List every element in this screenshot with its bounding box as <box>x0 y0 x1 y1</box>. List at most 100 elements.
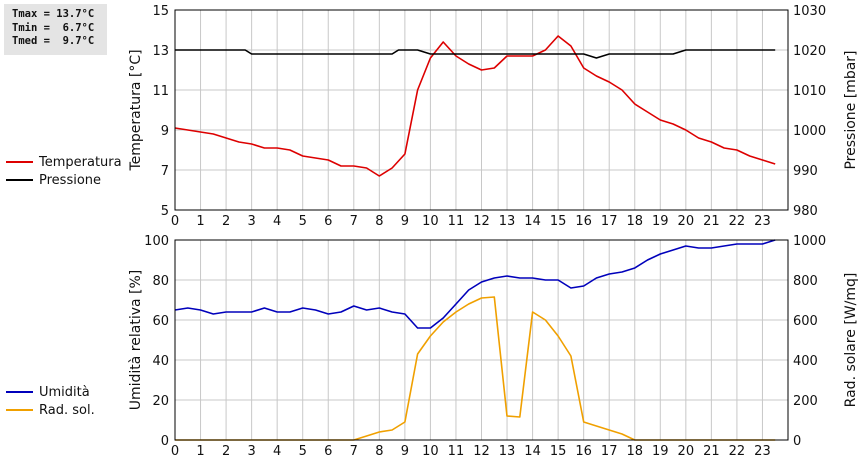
x-tick-label: 17 <box>601 214 618 229</box>
x-tick-label: 2 <box>222 444 230 459</box>
y-tick-label-right: 800 <box>793 274 818 289</box>
x-tick-label: 19 <box>652 444 669 459</box>
y-tick-label-left: 80 <box>152 274 169 289</box>
plot-frame <box>174 239 789 441</box>
x-tick-label: 2 <box>222 214 230 229</box>
x-tick-label: 1 <box>196 214 204 229</box>
x-tick-label: 22 <box>729 444 746 459</box>
x-tick-label: 12 <box>473 214 490 229</box>
legend-label-umidita: Umidità <box>39 385 90 400</box>
grid <box>175 240 788 440</box>
x-tick-label: 8 <box>375 214 383 229</box>
x-tick-label: 10 <box>422 214 439 229</box>
y-tick-label-right: 400 <box>793 354 818 369</box>
series-line-temperatura <box>174 35 776 177</box>
tick-labels: 0 1 2 3 4 5 6 7 8 9 10 11 12 13 14 15 16 17 18 19 20 21 22 2357… <box>152 4 826 229</box>
y-tick-label-right: 1000 <box>793 234 826 249</box>
x-tick-label: 1 <box>196 444 204 459</box>
y-tick-label-right: 600 <box>793 314 818 329</box>
y-tick-label-left: 15 <box>152 4 169 19</box>
y-tick-label-right: 1020 <box>793 44 826 59</box>
y-axis-label-right: Rad. solare [W/mq] <box>843 273 859 408</box>
y-tick-label-left: 13 <box>152 44 169 59</box>
x-tick-label: 14 <box>524 214 541 229</box>
y-tick-label-left: 60 <box>152 314 169 329</box>
y-tick-label-right: 980 <box>793 204 818 219</box>
x-tick-label: 15 <box>550 214 567 229</box>
x-tick-label: 16 <box>575 444 592 459</box>
y-tick-label-right: 1030 <box>793 4 826 19</box>
legend-label-temperatura: Temperatura <box>38 155 122 170</box>
x-tick-label: 6 <box>324 444 332 459</box>
x-tick-label: 5 <box>299 444 307 459</box>
y-tick-label-left: 5 <box>161 204 169 219</box>
x-tick-label: 18 <box>626 444 643 459</box>
x-tick-label: 23 <box>754 214 771 229</box>
humidity-radiation-panel: 0 1 2 3 4 5 6 7 8 9 10 11 12 13 14 15 16 17 18 19 20 21 22 2302… <box>128 234 859 459</box>
x-tick-label: 0 <box>171 214 179 229</box>
x-tick-label: 13 <box>499 214 516 229</box>
y-tick-label-left: 7 <box>161 164 169 179</box>
series-line-umidit <box>174 239 776 329</box>
y-tick-label-left: 9 <box>161 124 169 139</box>
x-tick-label: 17 <box>601 444 618 459</box>
x-tick-label: 16 <box>575 214 592 229</box>
x-tick-label: 23 <box>754 444 771 459</box>
x-tick-label: 3 <box>247 214 255 229</box>
y-tick-label-right: 200 <box>793 394 818 409</box>
x-tick-label: 20 <box>678 214 695 229</box>
y-tick-label-left: 20 <box>152 394 169 409</box>
x-tick-label: 7 <box>350 214 358 229</box>
x-tick-label: 13 <box>499 444 516 459</box>
x-tick-label: 4 <box>273 214 281 229</box>
x-tick-label: 22 <box>729 214 746 229</box>
tmax-text: Tmax = 13.7°C <box>12 8 95 20</box>
x-tick-label: 6 <box>324 214 332 229</box>
x-tick-label: 11 <box>448 444 465 459</box>
x-tick-label: 11 <box>448 214 465 229</box>
x-tick-label: 4 <box>273 444 281 459</box>
temperature-pressure-panel: 0 1 2 3 4 5 6 7 8 9 10 11 12 13 14 15 16 17 18 19 20 21 22 2357… <box>128 4 859 229</box>
x-tick-label: 14 <box>524 444 541 459</box>
legend-bottom: Umidità Rad. sol. <box>6 385 95 418</box>
x-tick-label: 9 <box>401 444 409 459</box>
y-axis-label-right: Pressione [mbar] <box>843 50 859 169</box>
series-lines <box>174 239 776 441</box>
y-axis-label-left: Umidità relativa [%] <box>128 270 144 411</box>
x-tick-label: 19 <box>652 214 669 229</box>
tmed-text: Tmed = 9.7°C <box>12 35 95 47</box>
x-tick-label: 21 <box>703 214 720 229</box>
x-tick-label: 9 <box>401 214 409 229</box>
stats-box: Tmax = 13.7°C Tmin = 6.7°C Tmed = 9.7°C <box>4 4 107 55</box>
plot-frame <box>174 9 789 211</box>
x-tick-label: 18 <box>626 214 643 229</box>
y-tick-label-right: 1000 <box>793 124 826 139</box>
y-axis-label-left: Temperatura [°C] <box>128 49 144 171</box>
series-lines <box>174 35 776 177</box>
tmin-text: Tmin = 6.7°C <box>12 21 95 34</box>
y-tick-label-right: 1010 <box>793 84 826 99</box>
tick-labels: 0 1 2 3 4 5 6 7 8 9 10 11 12 13 14 15 16 17 18 19 20 21 22 2302… <box>144 234 826 459</box>
legend-label-pressione: Pressione <box>39 173 101 188</box>
legend-label-rad-sol: Rad. sol. <box>39 403 95 418</box>
x-tick-label: 7 <box>350 444 358 459</box>
x-tick-label: 10 <box>422 444 439 459</box>
grid <box>175 10 788 210</box>
y-tick-label-right: 0 <box>793 434 801 449</box>
y-tick-label-left: 100 <box>144 234 169 249</box>
x-tick-label: 8 <box>375 444 383 459</box>
x-tick-label: 0 <box>171 444 179 459</box>
legend-top: Temperatura Pressione <box>6 155 122 188</box>
x-tick-label: 15 <box>550 444 567 459</box>
series-line-pressione <box>175 49 776 59</box>
x-tick-label: 3 <box>247 444 255 459</box>
x-tick-label: 5 <box>299 214 307 229</box>
x-tick-label: 21 <box>703 444 720 459</box>
series-line-rad-sol <box>175 296 776 441</box>
y-tick-label-right: 990 <box>793 164 818 179</box>
y-tick-label-left: 40 <box>152 354 169 369</box>
y-tick-label-left: 11 <box>152 84 169 99</box>
x-tick-label: 12 <box>473 444 490 459</box>
x-tick-label: 20 <box>678 444 695 459</box>
